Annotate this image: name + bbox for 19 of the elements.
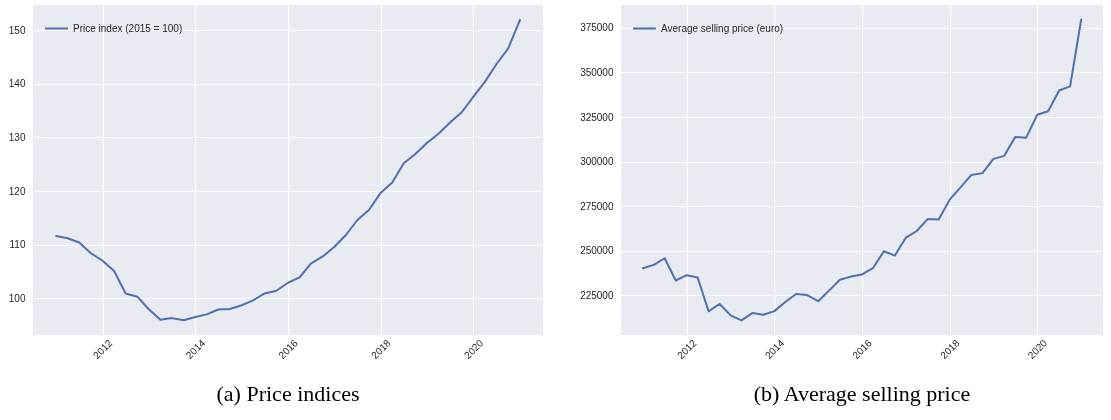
y-tick-label: 350000 [580, 67, 614, 78]
legend-label: Price index (2015 = 100) [73, 22, 183, 34]
y-tick-label: 120 [8, 185, 26, 197]
y-tick-label: 275000 [580, 200, 614, 212]
y-tick-label: 250000 [580, 245, 614, 257]
y-tick-label: 375000 [580, 22, 614, 34]
text: (b) Average selling price [753, 381, 971, 407]
y-tick-label: 300000 [580, 156, 614, 168]
y-tick-label: 110 [9, 239, 26, 251]
y-tick-label: 225000 [580, 289, 614, 301]
y-tick-label: 140 [8, 78, 26, 90]
y-tick-label: 325000 [580, 111, 614, 123]
line-series [55, 19, 521, 322]
text: (a) Price indices [216, 381, 360, 407]
y-tick-label: 150 [8, 24, 26, 36]
y-tick-label: 130 [8, 131, 26, 143]
y-tick-label: 100 [8, 292, 26, 304]
line-series [641, 18, 1083, 322]
legend-label: Average selling price (euro) [661, 22, 784, 34]
